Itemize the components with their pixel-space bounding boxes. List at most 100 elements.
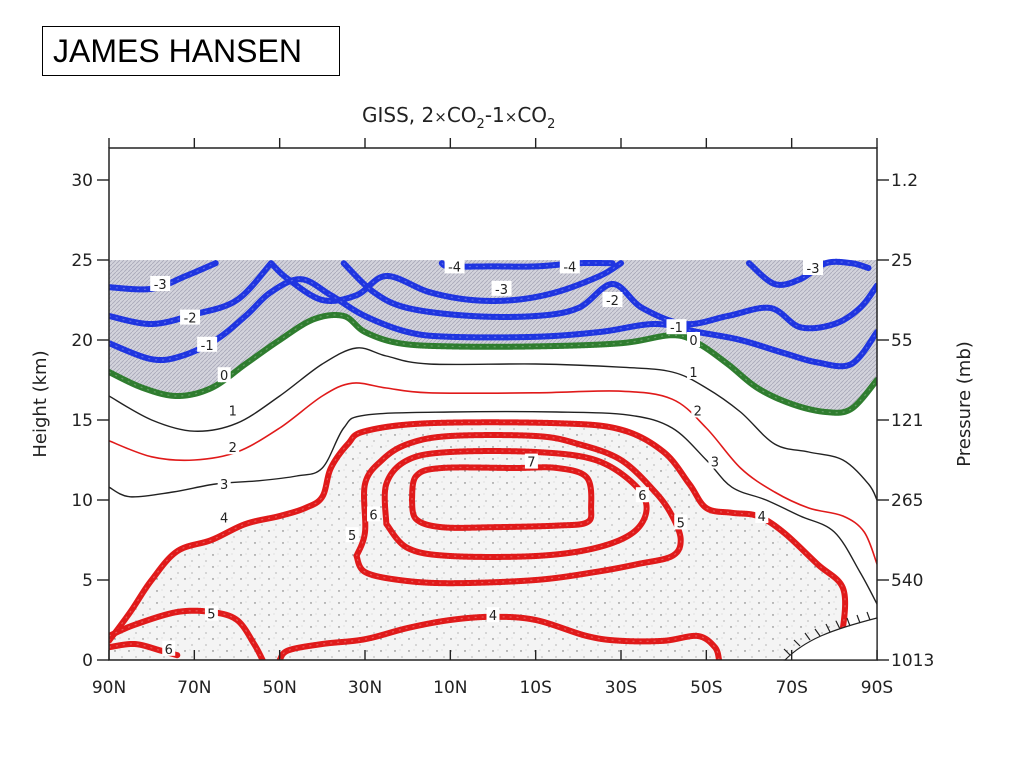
x-axis: 90N 70N 50N 30N 10N 10S 30S 50S 70S 90S	[92, 138, 893, 698]
contour-label-bg	[635, 487, 649, 503]
pressure-tick-label: 121	[891, 411, 923, 431]
contour-label: 0	[689, 334, 697, 349]
contour-label-bg	[691, 402, 705, 418]
y-tick-label: 10	[71, 491, 93, 511]
contour-label: 2	[694, 404, 702, 419]
contour-label: 6	[369, 508, 377, 523]
contour-label-bg	[162, 640, 176, 656]
contour-label: -3	[154, 278, 167, 293]
contour-label: -2	[606, 294, 619, 309]
x-tick-label: 70S	[775, 678, 807, 698]
contour-label-bg	[444, 258, 465, 274]
contour-line-texture	[109, 278, 877, 367]
contour-line-texture	[279, 616, 720, 660]
contour-line-level-5	[353, 432, 684, 587]
contour-label-bg	[755, 508, 769, 523]
contour-label-bg	[666, 319, 687, 335]
y-tick-label: 15	[71, 411, 93, 431]
x-tick-label: 50S	[690, 678, 722, 698]
x-tick-label: 50N	[262, 678, 296, 698]
x-tick-label: 70N	[177, 678, 211, 698]
contour-label-bg	[180, 309, 201, 325]
contour-label-bg	[602, 292, 623, 307]
contour-label: 4	[220, 512, 228, 527]
contour-label-bg	[491, 280, 512, 296]
antarctic-topography	[783, 611, 878, 661]
chart-title: GISS, 2×CO2-1×CO2	[362, 103, 555, 132]
contour-label: 5	[677, 516, 685, 531]
contour-label-bg	[197, 336, 218, 352]
y-axis-right-label: Pressure (mb)	[954, 341, 975, 467]
contour-label: 5	[207, 608, 215, 623]
warming-stippled-region	[109, 422, 846, 660]
contour-label: 5	[348, 529, 356, 544]
contour-label-bg	[687, 364, 701, 379]
y-tick-label: 20	[71, 331, 93, 351]
pressure-tick-label: 540	[891, 571, 923, 591]
contour-label: 7	[527, 456, 535, 471]
y-axis-left-label: Height (km)	[30, 350, 51, 457]
y-tick-label: 25	[71, 251, 93, 271]
contour-line-level-1	[109, 347, 877, 501]
contour-line-level-7	[408, 464, 595, 531]
contour-label-bg	[486, 607, 500, 623]
x-tick-label: 10S	[519, 678, 551, 698]
contour-label: -1	[670, 321, 683, 336]
contour-line-texture	[355, 434, 682, 584]
pressure-tick-label: 55	[891, 331, 913, 351]
contour-line-texture	[343, 262, 877, 329]
pressure-tick-label: 1013	[891, 651, 934, 671]
contour-line-texture	[109, 262, 272, 325]
pressure-tick-label: 1.2	[891, 171, 918, 191]
contour-label: 0	[220, 369, 228, 384]
pressure-tick-label: 25	[891, 251, 913, 271]
contour-label-bg	[367, 506, 381, 522]
contour-label-bg	[226, 439, 240, 455]
contour-label: 1	[229, 404, 237, 419]
contour-line-level-minus1	[109, 276, 877, 370]
contour-label: -4	[448, 260, 461, 275]
y-tick-label: 30	[71, 171, 93, 191]
contour-label-bg	[345, 527, 359, 543]
x-tick-label: 30N	[348, 678, 382, 698]
contour-label-bg	[217, 509, 231, 525]
contour-label-bg	[217, 367, 231, 383]
contour-label: 6	[165, 643, 173, 658]
y-tick-label: 0	[82, 651, 93, 671]
pressure-tick-label: 265	[891, 491, 923, 511]
contour-label: 6	[638, 489, 646, 504]
contour-line-level-4	[276, 613, 723, 660]
contour-label: 2	[229, 441, 237, 456]
contour-label: -2	[184, 312, 197, 327]
contour-label: 3	[711, 456, 719, 471]
contour-label: 4	[489, 609, 497, 624]
contour-label: 4	[758, 510, 766, 525]
contour-label-bg	[559, 258, 580, 274]
y-tick-label: 5	[82, 571, 93, 591]
x-tick-label: 30S	[605, 678, 637, 698]
contour-label: -3	[807, 262, 820, 277]
y-axis-height: 0 5 10 15 20 25 30	[71, 171, 109, 671]
contour-line-texture	[109, 421, 846, 659]
contour-label-bg	[674, 514, 688, 530]
x-tick-label: 10N	[433, 678, 467, 698]
contour-line-level-minus2	[340, 260, 877, 332]
contour-label-bg	[524, 453, 538, 469]
contour-label: -3	[495, 283, 508, 298]
contour-line-texture	[411, 466, 592, 529]
contour-line-texture	[270, 262, 622, 302]
contour-line-level-4	[109, 419, 849, 660]
contour-label-bg	[708, 453, 722, 469]
contour-label: -4	[563, 260, 576, 275]
contour-label-bg	[217, 476, 231, 491]
plot-background	[109, 260, 877, 660]
x-tick-label: 90N	[92, 678, 126, 698]
contour-label: 1	[689, 366, 697, 381]
x-tick-label: 90S	[861, 678, 893, 698]
contour-line-level-minus3	[268, 260, 624, 304]
y-axis-pressure: 1.2 25 55 121 265 540 1013	[877, 171, 934, 671]
contour-label: -1	[201, 339, 214, 354]
contour-label-bg	[204, 605, 218, 621]
